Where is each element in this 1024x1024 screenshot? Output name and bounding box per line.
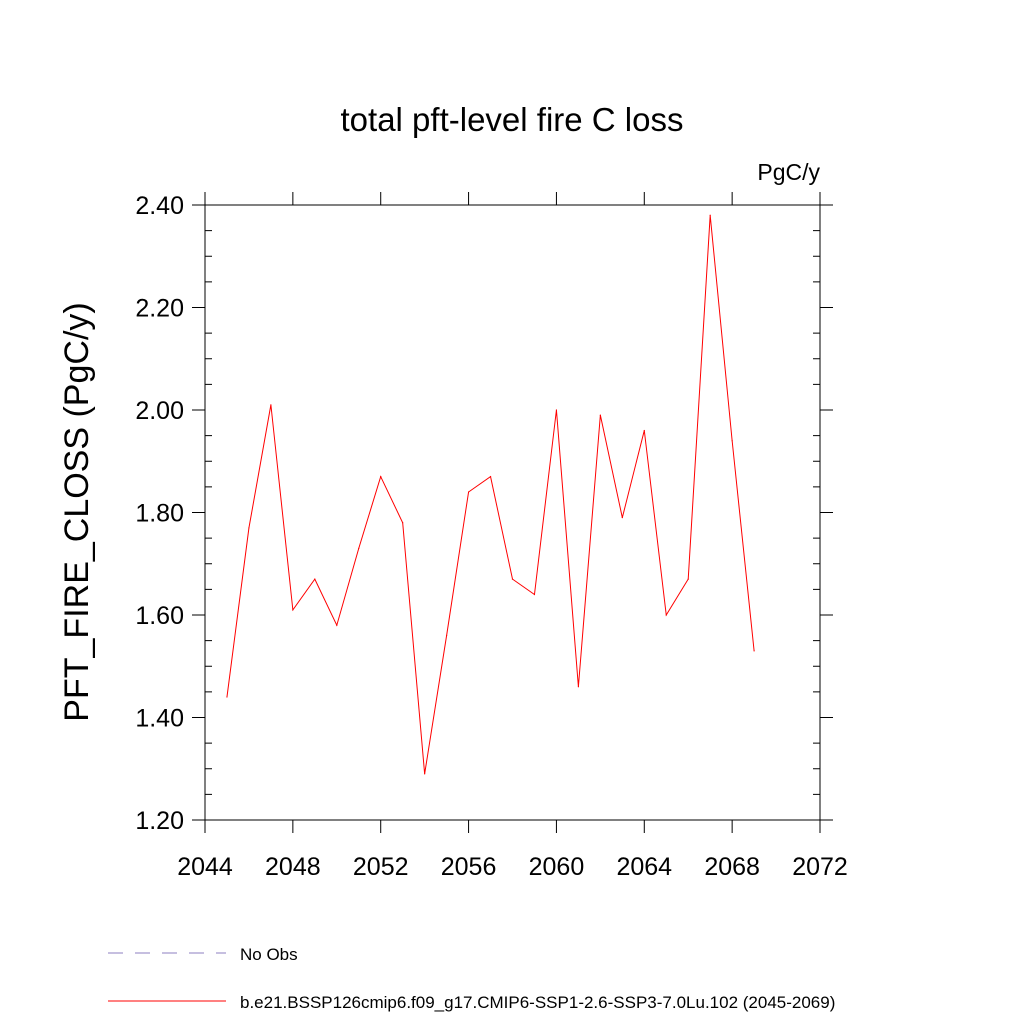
data-point — [533, 593, 536, 596]
data-point — [643, 429, 645, 432]
y-axis-label: PFT_FIRE_CLOSS (PgC/y) — [58, 302, 96, 721]
units-label: PgC/y — [757, 159, 820, 185]
series-layer — [226, 214, 755, 775]
x-tick-label: 2072 — [792, 853, 848, 881]
data-point — [709, 214, 711, 216]
data-point — [446, 634, 448, 637]
y-tick-label: 1.60 — [135, 602, 184, 630]
data-point — [270, 404, 272, 406]
data-point — [467, 491, 470, 493]
data-point — [731, 440, 733, 442]
legend-label: b.e21.BSSP126cmip6.f09_g17.CMIP6-SSP1-2.… — [240, 993, 835, 1012]
data-point — [511, 578, 514, 580]
y-tick-label: 1.20 — [135, 807, 184, 835]
data-point — [358, 547, 360, 549]
data-point — [226, 696, 228, 698]
chart-title: total pft-level fire C loss — [341, 101, 684, 138]
data-point — [489, 476, 492, 478]
tick-labels: 2044 2048 2052 2056 2060 2064 2068 2072 1.20 1.40… — [135, 192, 847, 881]
x-tick-label: 2044 — [177, 853, 233, 881]
legend: No Obs b.e21.BSSP126cmip6.f09_g17.CMIP6-S… — [108, 945, 835, 1012]
data-point — [380, 476, 382, 478]
data-point — [402, 522, 404, 524]
x-tick-label: 2056 — [441, 853, 497, 881]
data-point — [621, 517, 623, 519]
data-point — [555, 409, 558, 411]
series-line — [226, 215, 755, 774]
y-tick-label: 2.40 — [135, 192, 184, 220]
legend-label: No Obs — [240, 945, 298, 964]
x-tick-label: 2068 — [704, 853, 760, 881]
data-point — [336, 624, 338, 626]
data-point — [687, 578, 689, 580]
data-point — [665, 614, 667, 616]
axis-ticks — [192, 192, 833, 833]
y-tick-label: 1.80 — [135, 500, 184, 528]
x-tick-label: 2060 — [529, 853, 585, 881]
y-tick-label: 1.40 — [135, 705, 184, 733]
data-point — [314, 578, 316, 580]
x-tick-label: 2048 — [265, 853, 321, 881]
data-point — [424, 773, 426, 775]
data-point — [292, 609, 294, 611]
x-tick-label: 2052 — [353, 853, 409, 881]
data-point — [577, 686, 579, 688]
plot-frame — [204, 204, 821, 821]
y-tick-label: 2.20 — [135, 295, 184, 323]
data-point — [753, 650, 755, 652]
data-point — [248, 527, 250, 529]
x-tick-label: 2064 — [616, 853, 672, 881]
data-point — [599, 414, 601, 416]
y-tick-label: 2.00 — [135, 397, 184, 425]
